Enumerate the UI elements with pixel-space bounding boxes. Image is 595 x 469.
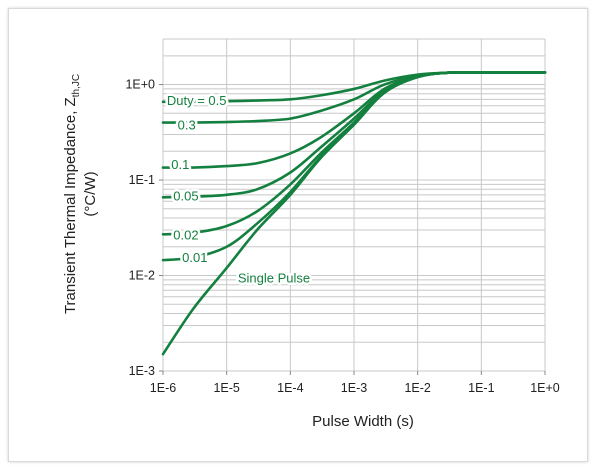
series-label: Single Pulse: [238, 271, 310, 286]
series-line-single-pulse: [161, 71, 547, 356]
x-tick-label: 1E+0: [530, 381, 560, 395]
thermal-impedance-chart: Duty = 0.5 0.3 0.1 0.05 0.02 0.01 Single Pulse…: [62, 38, 560, 430]
y-axis-title: Transient Thermal Impedance, Zth,JC (°C/…: [62, 74, 99, 314]
x-tick-label: 1E-2: [404, 381, 430, 395]
series-label: 0.02: [173, 228, 198, 243]
series-label: Duty = 0.5: [167, 93, 227, 108]
series-label: 0.05: [173, 189, 198, 204]
series-label: 0.1: [171, 157, 189, 172]
y-axis-title-line1: Transient Thermal Impedance, Zth,JC: [62, 74, 82, 314]
x-tick-label: 1E-4: [277, 381, 303, 395]
y-tick-label: 1E-1: [129, 173, 155, 187]
x-axis-title: Pulse Width (s): [312, 413, 414, 430]
y-tick-label: 1E-2: [129, 269, 155, 283]
x-tick-label: 1E-6: [150, 381, 176, 395]
x-tick-label: 1E-5: [213, 381, 239, 395]
y-tick-label: 1E+0: [125, 78, 155, 92]
x-tick-label: 1E-3: [341, 381, 367, 395]
series-label: 0.01: [182, 250, 207, 265]
tick-labels: 1E-6 1E-5 1E-4 1E-3 1E-2 1E-1 1E+0 1E-3 1E-2 1E-1…: [125, 78, 559, 395]
chart-frame: Duty = 0.5 0.3 0.1 0.05 0.02 0.01 Single Pulse…: [8, 8, 588, 462]
grid: [159, 38, 546, 375]
x-tick-label: 1E-1: [468, 381, 494, 395]
series-label: 0.3: [178, 118, 196, 133]
y-axis-title-line2: (°C/W): [82, 171, 99, 216]
y-axis-title-main: Transient Thermal Impedance, Z: [62, 97, 79, 314]
y-tick-label: 1E-3: [129, 364, 155, 378]
series-labels: Duty = 0.5 0.3 0.1 0.05 0.02 0.01 Single Pulse: [164, 91, 312, 289]
y-axis-title-subscript: th,JC: [71, 74, 82, 97]
series-lines: [161, 71, 547, 356]
